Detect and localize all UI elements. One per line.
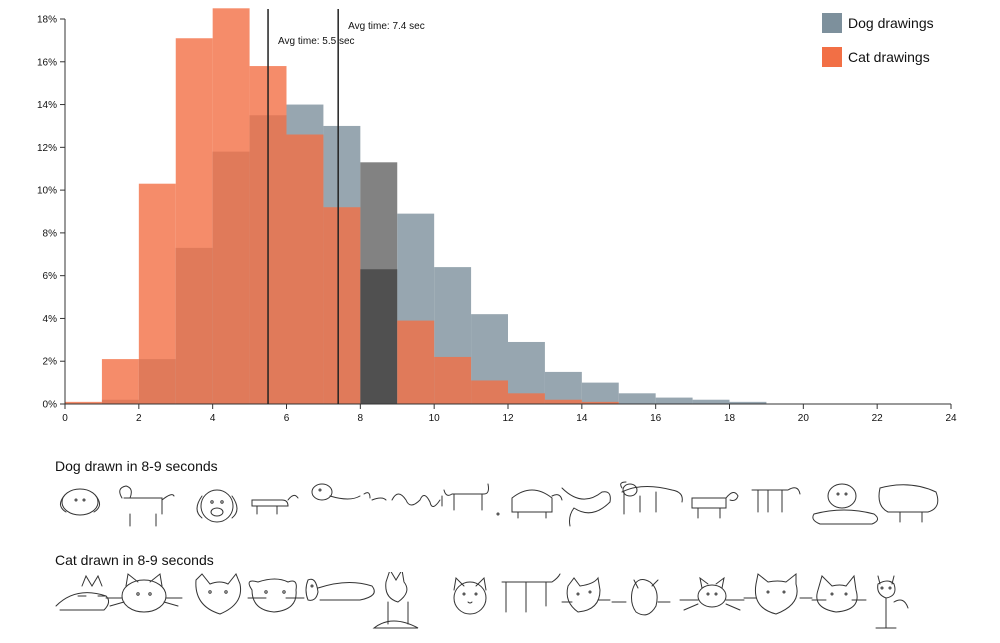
dog-bar [655,397,693,404]
dog-doodle-13 [812,483,878,525]
dog-doodle-11 [691,492,739,519]
y-tick-label: 10% [37,186,57,197]
y-tick-label: 14% [37,100,57,111]
legend-label-dog: Dog drawings [848,15,934,31]
cat-bar [175,38,213,404]
cat-bar [434,356,472,404]
cat-doodle-5 [305,578,375,601]
y-tick-label: 2% [43,357,58,368]
legend-label-cat: Cat drawings [848,49,930,65]
dog-doodle-3 [196,489,238,523]
y-tick-label: 12% [37,143,57,154]
x-tick-label: 4 [210,413,216,424]
avg-time-label: Avg time: 7.4 sec [348,21,425,32]
dog-bar [618,393,656,404]
dog-bar [544,371,582,404]
cat-doodle-row [55,572,909,629]
x-tick-label: 14 [576,413,588,424]
cat-doodle-13 [811,574,867,613]
x-tick-label: 6 [284,413,290,424]
cat-doodle-6 [372,572,419,629]
cat-bar [397,320,435,404]
x-tick-label: 18 [724,413,736,424]
avg-time-label: Avg time: 5.5 sec [278,36,355,47]
dog-doodle-12 [751,487,801,513]
x-tick-label: 0 [62,413,68,424]
dog-doodle-10 [620,481,683,515]
cat-bar [286,134,324,404]
dog-bar [581,382,619,404]
y-tick-label: 4% [43,314,58,325]
dog-bar [729,401,767,404]
x-tick-label: 2 [136,413,142,424]
cat-doodle-8 [501,573,561,613]
cat-doodle-12 [743,572,813,615]
dog-doodle-5 [311,483,387,501]
dog-bar [692,399,730,404]
x-tick-label: 16 [650,413,662,424]
cat-doodle-2 [105,573,183,613]
dog-examples-title: Dog drawn in 8-9 seconds [55,458,218,474]
cat-bar [101,359,139,404]
y-tick-label: 6% [43,271,58,282]
dog-doodle-7 [443,483,500,516]
cat-doodle-9 [561,576,611,613]
dog-doodle-row [60,481,939,527]
cat-doodle-14 [875,575,909,629]
dog-doodle-1 [60,488,100,516]
cat-bar [471,380,508,404]
dog-doodle-6 [391,493,443,507]
x-tick-label: 12 [502,413,514,424]
cat-doodle-11 [679,576,745,611]
cat-bar [508,393,545,404]
cat-doodle-1 [55,574,110,611]
y-tick-label: 0% [43,400,58,411]
cat-bar [581,401,619,404]
legend-item-cat: Cat drawings [822,46,934,68]
cat-doodle-4 [247,578,305,613]
x-tick-label: 22 [872,413,884,424]
cat-bar [65,401,102,404]
cat-doodle-7 [453,576,487,615]
dog-doodle-9 [561,487,611,527]
x-tick-label: 8 [358,413,364,424]
x-tick-label: 24 [945,413,957,424]
cat-doodle-10 [611,579,671,616]
dog-doodle-14 [878,484,939,523]
cat-bar [212,8,250,405]
legend: Dog drawings Cat drawings [822,12,934,80]
cat-bar [360,269,398,404]
legend-swatch-dog [822,13,842,33]
legend-swatch-cat [822,47,842,67]
y-tick-label: 18% [37,15,57,26]
dog-doodle-8 [511,489,563,519]
cat-doodle-3 [195,573,242,615]
dog-doodle-2 [119,485,175,527]
cat-bar [323,207,361,404]
cat-examples-title: Cat drawn in 8-9 seconds [55,552,214,568]
legend-item-dog: Dog drawings [822,12,934,34]
x-tick-label: 20 [798,413,810,424]
histogram-chart: 0 2 4 6 8 10 12 14 16 18 20 22 240%2%4%6%8%10%12%14%… [37,8,957,424]
dog-doodle-4 [251,494,299,515]
y-tick-label: 16% [37,57,57,68]
cat-bar [544,399,582,404]
x-tick-label: 10 [429,413,441,424]
cat-bar [138,183,176,404]
y-tick-label: 8% [43,228,58,239]
